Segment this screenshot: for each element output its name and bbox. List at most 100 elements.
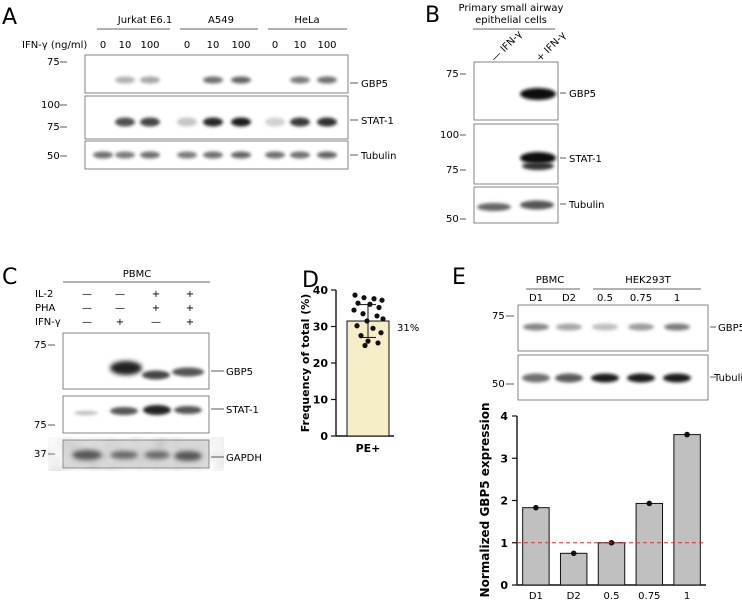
data-point xyxy=(570,550,577,557)
x-tick-label: PE+ xyxy=(356,442,381,455)
y-tick-label: 10 xyxy=(313,394,329,407)
treatment-value: + xyxy=(152,303,160,314)
x-tick-label: 1 xyxy=(684,591,690,602)
data-point xyxy=(375,340,381,346)
cell-line-jurkat: Jurkat E6.1 xyxy=(117,15,172,26)
dose-label: 0 xyxy=(272,40,278,51)
data-point xyxy=(361,295,367,301)
treatment-label: IFN-γ (ng/ml) xyxy=(22,40,87,51)
data-point xyxy=(533,504,539,511)
cell-line-hela: HeLa xyxy=(294,15,319,26)
lane-labels: D1 D2 0.5 0.75 1 xyxy=(529,293,680,304)
blot-label-gbp5: GBP5 xyxy=(569,89,596,100)
blot-stat1-a xyxy=(84,95,349,140)
lane-label: 0.75 xyxy=(630,293,652,304)
blot-label-gapdh: GAPDH xyxy=(226,453,262,464)
data-point xyxy=(378,330,384,336)
blot-label-gbp5: GBP5 xyxy=(718,323,742,334)
x-tick-label: 0.75 xyxy=(638,591,660,602)
lane-label: 1 xyxy=(674,293,680,304)
y-tick-label: 0 xyxy=(320,430,328,443)
cell-line-a549: A549 xyxy=(208,15,234,26)
treatment-label: IFN-γ xyxy=(35,317,61,328)
data-point xyxy=(379,297,385,303)
mw-marker: 100 xyxy=(440,130,459,141)
blot-label-stat1: STAT-1 xyxy=(226,405,259,416)
dose-label: 100 xyxy=(231,40,250,51)
blot-gbp5-c xyxy=(62,332,210,390)
treatment-value: — xyxy=(151,317,161,328)
dose-label: 0 xyxy=(184,40,190,51)
panel-b-letter: B xyxy=(425,3,440,28)
mw-marker: 100 xyxy=(41,100,60,111)
lane-label: 0.5 xyxy=(597,293,613,304)
mw-marker: 50 xyxy=(47,151,60,162)
dose-label: 10 xyxy=(207,40,220,51)
data-point xyxy=(355,300,361,306)
blot-label-stat1: STAT-1 xyxy=(569,154,602,165)
mw-marker: 75 xyxy=(47,122,60,133)
data-point xyxy=(376,304,382,311)
panel-c: C PBMC IL-2 — — + + PHA — — + + IFN-γ — + — + 75 75 37… xyxy=(2,265,262,469)
treatment-value: + xyxy=(186,303,194,314)
treatment-label: PHA xyxy=(35,303,56,314)
data-point xyxy=(362,342,368,349)
mw-marker: 75 xyxy=(34,420,47,431)
mw-marker: 75 xyxy=(47,57,60,68)
panel-b: B Primary small airway epithelial cells … xyxy=(425,3,605,225)
mw-marker: 75 xyxy=(446,165,459,176)
x-tick-label: D2 xyxy=(567,591,581,602)
panel-e-letter: E xyxy=(452,265,466,290)
y-tick-label: 3 xyxy=(500,452,508,465)
blot-label-gbp5: GBP5 xyxy=(226,367,253,378)
data-point xyxy=(352,292,358,298)
bar xyxy=(522,507,550,586)
y-tick-label: 30 xyxy=(313,321,329,334)
dose-labels: 0 10 100 0 10 100 0 10 100 xyxy=(100,40,337,51)
data-point xyxy=(351,307,357,313)
dose-label: 10 xyxy=(294,40,307,51)
x-tick-label: 0.5 xyxy=(604,591,620,602)
blot-label-gbp5: GBP5 xyxy=(361,79,388,90)
panel-a-letter: A xyxy=(2,5,17,30)
x-tick-label: D1 xyxy=(529,591,543,602)
lane-label: D2 xyxy=(562,293,576,304)
treatment-value: — xyxy=(115,303,125,314)
y-tick-label: 0 xyxy=(500,579,508,592)
frequency-annotation: 31% xyxy=(397,323,419,334)
data-point xyxy=(360,311,366,317)
panel-d-letter: D xyxy=(302,268,319,293)
blot-gbp5-a xyxy=(84,54,349,94)
blot-label-tubulin: Tubulin xyxy=(713,373,742,384)
treatment-value: + xyxy=(116,317,124,328)
data-point xyxy=(370,325,376,331)
treatment-value: — xyxy=(82,303,92,314)
treatment-value: + xyxy=(186,289,194,300)
data-point xyxy=(358,333,364,339)
dose-label: 10 xyxy=(119,40,132,51)
data-point xyxy=(684,431,690,438)
mw-marker: 50 xyxy=(492,379,505,390)
dose-label: 100 xyxy=(140,40,159,51)
data-point xyxy=(365,338,371,344)
treatment-value: + xyxy=(186,317,194,328)
panel-b-title-line2: epithelial cells xyxy=(475,15,547,26)
data-point xyxy=(367,301,373,307)
gbp5-expression-chart: 0 1 2 3 4 Normalized GBP5 expression D1 D2 0.5 0.… xyxy=(478,403,706,602)
treatment-value: — xyxy=(82,289,92,300)
group-label-pbmc: PBMC xyxy=(536,275,565,286)
blot-label-tubulin: Tubulin xyxy=(360,151,397,162)
lane-label: D1 xyxy=(529,293,543,304)
group-label-pbmc: PBMC xyxy=(123,269,152,280)
mw-marker: 75 xyxy=(34,340,47,351)
y-axis-label: Frequency of total (%) xyxy=(299,294,312,433)
lane-label-minus-ifn: — IFN-γ xyxy=(489,29,524,64)
blot-stat1-c xyxy=(62,395,210,434)
y-tick-label: 40 xyxy=(313,284,329,297)
data-point xyxy=(354,323,360,329)
data-point xyxy=(371,296,377,302)
lane-label-plus-ifn: + IFN-γ xyxy=(534,30,568,64)
bar-pe-plus xyxy=(346,320,390,437)
treatment-value: + xyxy=(152,289,160,300)
